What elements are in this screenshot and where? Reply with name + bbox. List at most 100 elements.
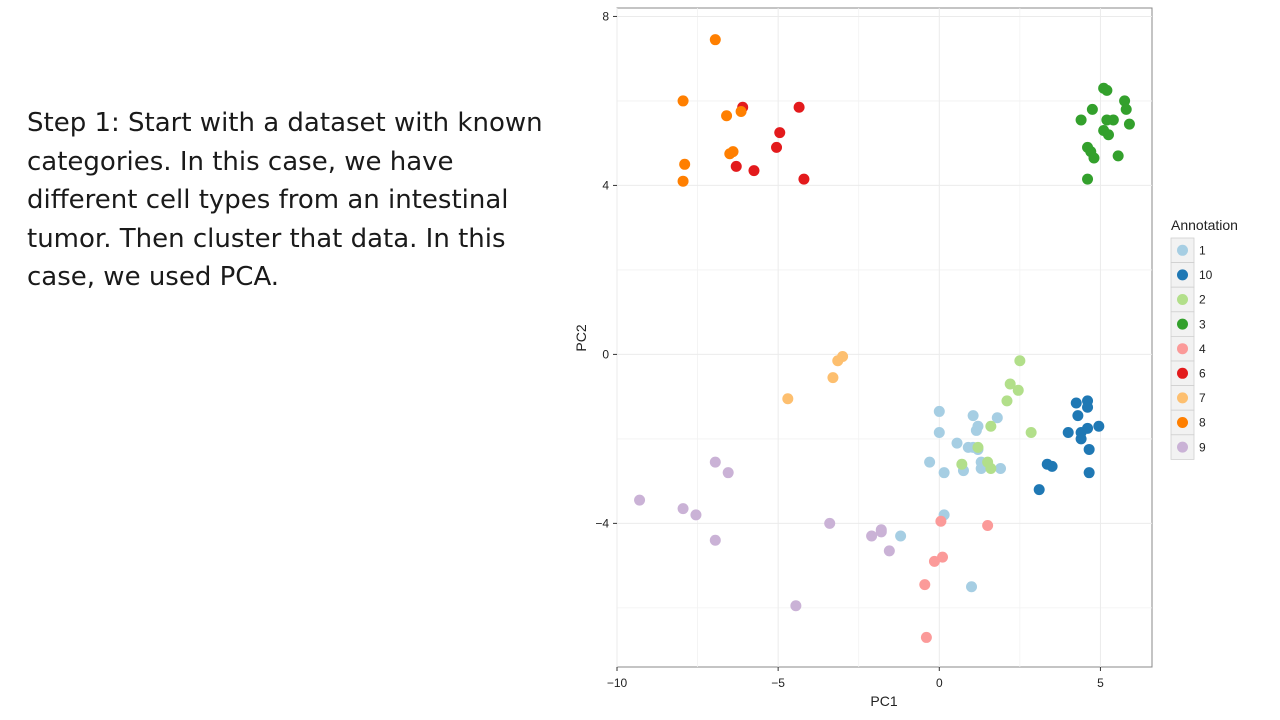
point-cluster-9: [824, 517, 836, 529]
point-cluster-9: [677, 503, 689, 515]
point-cluster-2: [972, 441, 984, 453]
point-cluster-3: [1082, 173, 1094, 185]
legend-title: Annotation: [1171, 217, 1238, 233]
point-cluster-1: [991, 412, 1003, 424]
point-cluster-1: [938, 467, 950, 479]
point-cluster-8: [735, 105, 747, 117]
point-cluster-2: [985, 420, 997, 432]
slide-text: Step 1: Start with a dataset with known …: [27, 108, 543, 292]
point-cluster-9: [866, 530, 878, 542]
point-cluster-3: [1112, 150, 1124, 162]
point-cluster-1: [895, 530, 907, 542]
legend-label: 10: [1199, 268, 1213, 282]
point-cluster-9: [634, 494, 646, 506]
point-cluster-10: [1082, 401, 1094, 413]
point-cluster-10: [1070, 397, 1082, 409]
point-cluster-10: [1046, 460, 1058, 472]
point-cluster-4: [928, 555, 940, 567]
x-tick-label: 0: [936, 676, 943, 690]
point-cluster-3: [1101, 84, 1113, 96]
point-cluster-9: [690, 509, 702, 521]
legend-marker-3: [1177, 318, 1188, 330]
legend: Annotation 1 10 2 3 4 6 7 8 9: [1170, 217, 1238, 460]
point-cluster-1: [970, 424, 982, 436]
point-cluster-3: [1107, 114, 1119, 126]
point-cluster-1: [951, 437, 963, 449]
y-tick-label: −4: [595, 516, 609, 530]
point-cluster-8: [679, 158, 691, 170]
axes: −10 −5 0 5 −4 0 4 8: [595, 9, 1104, 690]
point-cluster-2: [985, 462, 997, 474]
point-cluster-7: [832, 355, 844, 367]
point-cluster-8: [724, 148, 736, 160]
point-cluster-2: [1001, 395, 1013, 407]
legend-marker-4: [1177, 343, 1188, 355]
point-cluster-4: [919, 579, 931, 591]
point-cluster-4: [937, 551, 949, 563]
legend-marker-8: [1177, 417, 1188, 428]
point-cluster-4: [982, 519, 994, 531]
legend-marker-10: [1177, 269, 1188, 281]
y-tick-label: 8: [602, 9, 609, 23]
point-cluster-9: [790, 600, 802, 612]
point-cluster-10: [1075, 433, 1087, 445]
x-tick-label: −5: [771, 676, 785, 690]
point-cluster-10: [1072, 410, 1084, 422]
point-cluster-2: [1025, 427, 1037, 439]
point-cluster-4: [920, 631, 932, 643]
point-cluster-9: [709, 534, 721, 546]
grid-lines: [616, 8, 1152, 667]
legend-label: 4: [1199, 342, 1206, 356]
plot-panel: [616, 7, 1153, 668]
point-cluster-9: [875, 526, 887, 538]
point-cluster-9: [709, 456, 721, 468]
point-cluster-1: [995, 462, 1007, 474]
x-axis-title: PC1: [870, 693, 897, 709]
point-cluster-10: [1083, 443, 1095, 455]
point-cluster-10: [1093, 420, 1105, 432]
point-cluster-3: [1120, 103, 1132, 115]
point-cluster-4: [935, 515, 947, 527]
x-tick-label: −10: [607, 676, 628, 690]
point-cluster-2: [1014, 355, 1026, 367]
point-cluster-10: [1083, 467, 1095, 479]
legend-label: 6: [1199, 367, 1206, 381]
legend-marker-6: [1177, 367, 1188, 379]
point-cluster-1: [933, 427, 945, 439]
point-cluster-3: [1119, 95, 1131, 107]
legend-label: 9: [1199, 440, 1206, 454]
point-cluster-9: [883, 545, 895, 557]
point-cluster-3: [1086, 103, 1098, 115]
legend-label: 3: [1199, 317, 1206, 331]
point-cluster-6: [771, 141, 783, 153]
point-cluster-10: [1033, 484, 1045, 496]
legend-label: 1: [1199, 244, 1206, 258]
legend-label: 2: [1199, 293, 1206, 307]
point-cluster-10: [1082, 422, 1094, 434]
legend-marker-2: [1177, 294, 1188, 305]
data-points: [634, 34, 1135, 643]
point-cluster-1: [933, 405, 945, 417]
point-cluster-10: [1062, 427, 1074, 439]
point-cluster-1: [966, 581, 978, 593]
point-cluster-2: [956, 458, 968, 470]
point-cluster-6: [730, 160, 742, 172]
y-tick-label: 4: [602, 178, 609, 192]
y-tick-label: 0: [602, 347, 609, 361]
point-cluster-7: [827, 372, 839, 384]
legend-label: 8: [1199, 416, 1206, 430]
point-cluster-3: [1088, 152, 1100, 164]
point-cluster-3: [1123, 118, 1135, 130]
point-cluster-6: [793, 101, 805, 113]
point-cluster-6: [774, 127, 786, 139]
point-cluster-6: [798, 173, 810, 185]
point-cluster-8: [721, 110, 733, 122]
legend-marker-7: [1177, 392, 1188, 404]
point-cluster-8: [677, 95, 689, 107]
legend-label: 7: [1199, 391, 1206, 405]
point-cluster-2: [1012, 384, 1024, 396]
point-cluster-6: [748, 165, 760, 177]
point-cluster-3: [1102, 129, 1114, 141]
point-cluster-2: [1004, 378, 1016, 390]
